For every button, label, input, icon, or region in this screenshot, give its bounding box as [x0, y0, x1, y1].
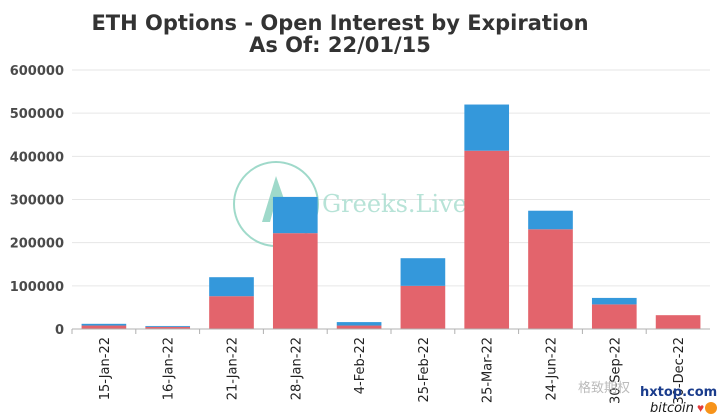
x-tick-label: 16-Jan-22 — [162, 337, 177, 400]
bar-segment-upper-4-Feb-22 — [336, 322, 382, 326]
bar-segment-lower-25-Mar-22 — [464, 150, 510, 329]
x-tick-label: 15-Jan-22 — [98, 337, 113, 400]
bar-segment-lower-15-Jan-22 — [81, 325, 127, 329]
bars — [81, 104, 701, 329]
bar-segment-lower-30-Dec-22 — [655, 315, 701, 329]
gridlines — [72, 69, 710, 287]
corner-account: 格致期权 — [578, 380, 630, 396]
y-tick-label: 300000 — [10, 194, 64, 209]
y-tick-label: 200000 — [10, 237, 64, 252]
x-tick-label: 21-Jan-22 — [226, 337, 241, 400]
bar-segment-upper-25-Feb-22 — [400, 258, 446, 286]
bar-segment-lower-4-Feb-22 — [336, 325, 382, 329]
bar-segment-lower-24-Jun-22 — [528, 229, 573, 329]
watermark: Greeks.Live — [233, 161, 467, 247]
heart-icon: ♥ — [697, 401, 704, 415]
x-tick-label: 28-Jan-22 — [289, 337, 304, 400]
bar-segment-upper-16-Jan-22 — [145, 325, 191, 327]
bar-segment-upper-30-Sep-22 — [591, 297, 637, 305]
bar-segment-upper-15-Jan-22 — [81, 323, 127, 326]
bar-segment-lower-30-Sep-22 — [591, 304, 637, 329]
x-tick-label: 4-Feb-22 — [353, 337, 368, 394]
bar-segment-lower-21-Jan-22 — [209, 296, 254, 329]
watermark-text: Greeks.Live — [322, 190, 467, 218]
x-tick-label: 30-Sep-22 — [608, 337, 623, 404]
y-axis-ticks: 0 100000 200000 300000 400000 500000 600000 — [10, 64, 64, 338]
y-tick-label: 0 — [55, 323, 64, 338]
x-tick-label: 25-Mar-22 — [481, 337, 496, 403]
corner-brand: bitcoin — [650, 401, 694, 416]
chart-title: ETH Options - Open Interest by Expiratio… — [91, 11, 588, 35]
x-tick-label: 25-Feb-22 — [417, 337, 432, 402]
chart-subtitle: As Of: 22/01/15 — [249, 33, 431, 57]
bar-segment-lower-25-Feb-22 — [400, 285, 446, 329]
bar-segment-lower-16-Jan-22 — [145, 326, 191, 329]
bar-segment-upper-28-Jan-22 — [272, 196, 318, 234]
x-tick-label: 24-Jun-22 — [545, 337, 560, 401]
corner-site: hxtop.com — [640, 385, 717, 400]
x-tick-label: 30-Dec-22 — [672, 337, 687, 405]
bar-segment-upper-21-Jan-22 — [209, 277, 254, 297]
y-tick-label: 600000 — [10, 64, 64, 79]
y-tick-label: 100000 — [10, 280, 64, 295]
y-tick-label: 500000 — [10, 107, 64, 122]
bar-segment-upper-25-Mar-22 — [464, 104, 510, 151]
corner-watermark: 格致期权 hxtop.com bitcoin ♥ — [578, 380, 717, 416]
bar-segment-lower-28-Jan-22 — [272, 233, 318, 329]
bar-segment-upper-24-Jun-22 — [528, 210, 573, 230]
y-tick-label: 400000 — [10, 150, 64, 165]
x-axis-ticks: 15-Jan-22 16-Jan-22 21-Jan-22 28-Jan-22 4-Fe… — [71, 329, 687, 405]
bitcoin-icon — [705, 402, 717, 414]
